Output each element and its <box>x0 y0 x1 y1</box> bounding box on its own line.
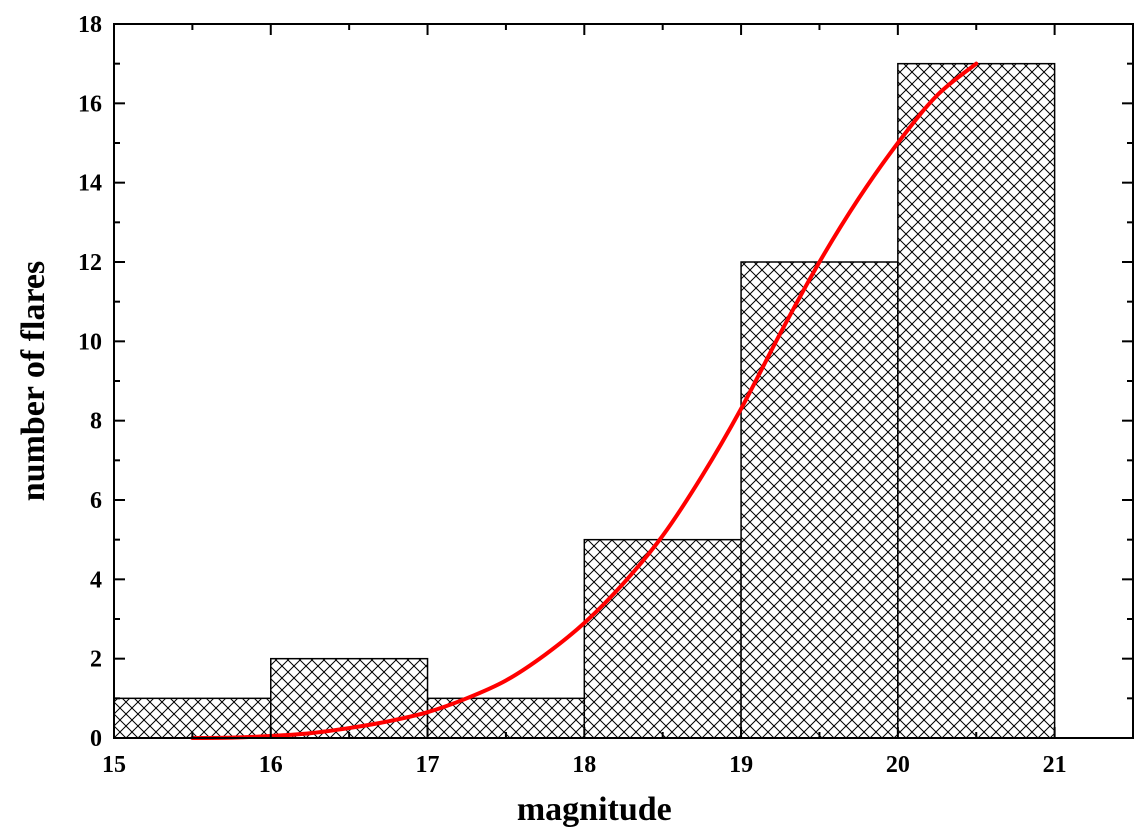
y-axis-title: number of flares <box>15 261 52 502</box>
y-tick-label: 6 <box>90 488 102 514</box>
x-tick-label: 15 <box>102 752 126 778</box>
histogram-bar <box>583 538 742 739</box>
y-tick-labels: 0 2 4 6 8 10 12 14 16 18 <box>78 12 102 752</box>
histogram-bar <box>897 62 1056 739</box>
x-axis-title: magnitude <box>517 791 672 828</box>
x-tick-label: 18 <box>572 752 596 778</box>
y-tick-label: 0 <box>90 726 102 752</box>
y-tick-label: 18 <box>78 12 102 38</box>
x-tick-label: 19 <box>729 752 753 778</box>
histogram-bars <box>113 62 1056 739</box>
x-tick-label: 21 <box>1043 752 1067 778</box>
axis-ticks <box>113 23 1134 739</box>
histogram-bar <box>270 657 429 739</box>
fit-curve <box>190 61 979 740</box>
y-tick-label: 4 <box>90 567 102 593</box>
x-tick-label: 16 <box>259 752 283 778</box>
x-tick-labels: 15 16 17 18 19 20 21 <box>102 752 1067 778</box>
y-tick-label: 12 <box>78 250 102 276</box>
y-tick-label: 8 <box>90 409 102 435</box>
y-tick-label: 14 <box>78 171 102 197</box>
fit-curve-group <box>190 61 979 740</box>
histogram-bar <box>740 261 899 739</box>
y-tick-label: 2 <box>90 647 102 673</box>
y-tick-label: 16 <box>78 91 102 117</box>
histogram-bar <box>113 697 272 739</box>
y-tick-label: 10 <box>78 329 102 355</box>
x-tick-label: 17 <box>416 752 440 778</box>
x-tick-label: 20 <box>886 752 910 778</box>
